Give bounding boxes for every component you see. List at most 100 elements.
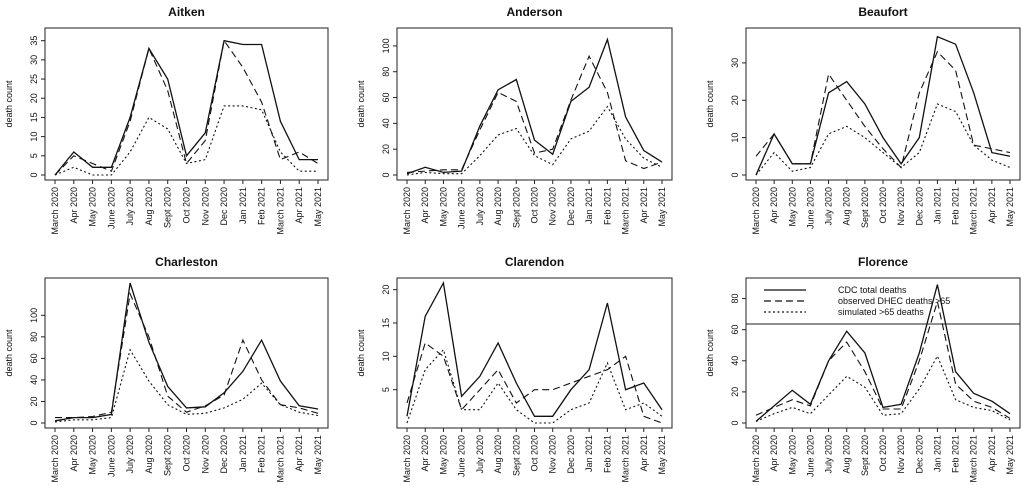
x-tick-label: Oct 2020: [878, 187, 888, 224]
y-axis-label: death count: [705, 329, 715, 377]
x-tick-label: May 2021: [1005, 435, 1015, 475]
x-tick-label: Apr 2021: [639, 187, 649, 224]
x-tick-label: March 2020: [402, 435, 412, 483]
legend-label: observed DHEC deaths >65: [838, 296, 950, 306]
x-tick-label: July 2020: [824, 435, 834, 474]
x-tick-label: July 2020: [824, 187, 834, 226]
x-tick-label: March 2021: [621, 187, 631, 235]
x-tick-label: May 2020: [787, 187, 797, 227]
y-tick-label: 30: [29, 55, 39, 65]
y-tick-label: 60: [381, 93, 391, 103]
x-tick-label: Jan 2021: [238, 187, 248, 224]
y-tick-label: 20: [29, 93, 39, 103]
series-line-observed-dhec-deaths-65: [55, 291, 319, 419]
x-tick-label: Feb 2021: [257, 435, 267, 473]
x-tick-label: Feb 2021: [257, 187, 267, 225]
x-tick-label: Aug 2020: [144, 187, 154, 226]
x-tick-label: March 2020: [402, 187, 412, 235]
x-tick-label: Jan 2021: [584, 187, 594, 224]
x-tick-label: May 2021: [1005, 187, 1015, 227]
series-line-cdc-total-deaths: [54, 39, 318, 176]
y-tick-label: 80: [381, 67, 391, 77]
panel-anderson: Anderson death count 0 20 40 60 80 100 March 202…: [356, 5, 673, 235]
x-tick-label: Feb 2021: [951, 187, 961, 225]
series-line-cdc-total-deaths: [406, 37, 663, 175]
x-tick-label: July 2020: [125, 435, 135, 474]
x-tick-label: Nov 2020: [896, 187, 906, 226]
y-tick-label: 100: [29, 308, 39, 323]
x-tick-label: Oct 2020: [530, 435, 540, 472]
x-tick-label: March 2020: [751, 435, 761, 483]
series-line-simulated-65-deaths: [755, 103, 1011, 176]
y-tick-label: 20: [381, 144, 391, 154]
y-tick-label: 20: [730, 387, 740, 397]
y-tick-label: 30: [730, 58, 740, 68]
x-tick-label: March 2020: [751, 187, 761, 235]
x-tick-label: May 2020: [787, 435, 797, 475]
y-axis-label: death count: [4, 80, 14, 128]
x-tick-label: Jan 2021: [932, 435, 942, 472]
y-axis-label: death count: [705, 80, 715, 128]
x-tick-label: Nov 2020: [200, 435, 210, 474]
y-tick-label: 20: [730, 95, 740, 105]
series-line-observed-dhec-deaths-65: [755, 50, 1011, 169]
x-tick-label: Dec 2020: [566, 187, 576, 226]
panel-florence: Florence death count 0 20 40 60 80 March 2020 Ap…: [705, 255, 1021, 483]
x-tick-label: March 2021: [969, 187, 979, 235]
y-tick-label: 40: [730, 356, 740, 366]
x-tick-label: Sept 2020: [511, 435, 521, 476]
series-line-simulated-65-deaths: [54, 348, 319, 423]
x-tick-label: June 2020: [106, 435, 116, 477]
x-tick-label: Feb 2021: [602, 435, 612, 473]
series-line-cdc-total-deaths: [54, 282, 319, 422]
y-tick-label: 100: [381, 38, 391, 53]
x-tick-label: July 2020: [125, 187, 135, 226]
x-tick-label: July 2020: [475, 187, 485, 226]
legend-label: simulated >65 deaths: [838, 307, 924, 317]
y-tick-label: 10: [29, 132, 39, 142]
x-tick-label: May 2021: [313, 435, 323, 475]
y-tick-label: 5: [29, 153, 39, 158]
y-tick-label: 10: [381, 351, 391, 361]
series-line-simulated-65-deaths: [755, 354, 1011, 422]
x-tick-label: May 2020: [438, 187, 448, 227]
panel-title: Beaufort: [858, 5, 907, 19]
x-tick-label: Oct 2020: [182, 187, 192, 224]
x-tick-label: Apr 2021: [987, 187, 997, 224]
series-line-cdc-total-deaths: [755, 35, 1011, 176]
x-tick-label: Dec 2020: [914, 435, 924, 474]
panel-charleston: Charleston death count 0 20 40 60 80 100 March 2…: [4, 255, 329, 483]
x-tick-label: Apr 2020: [420, 187, 430, 224]
x-tick-label: Feb 2021: [951, 435, 961, 473]
x-tick-label: May 2021: [657, 435, 667, 475]
x-tick-label: Oct 2020: [878, 435, 888, 472]
x-tick-label: June 2020: [805, 435, 815, 477]
x-tick-label: June 2020: [457, 435, 467, 477]
y-axis-label: death count: [356, 80, 366, 128]
x-tick-label: Nov 2020: [200, 187, 210, 226]
x-tick-label: May 2021: [313, 187, 323, 227]
x-tick-label: Apr 2020: [769, 435, 779, 472]
panel-title: Aitken: [168, 5, 205, 19]
x-tick-label: Aug 2020: [493, 435, 503, 474]
x-tick-label: Oct 2020: [530, 187, 540, 224]
legend-label: CDC total deaths: [838, 285, 907, 295]
x-tick-label: May 2020: [438, 435, 448, 475]
panel-clarendon: Clarendon death count 5 10 15 20 March 2020 Apr…: [356, 255, 673, 483]
x-tick-label: Dec 2020: [566, 435, 576, 474]
x-tick-label: May 2020: [88, 187, 98, 227]
x-tick-label: Sept 2020: [511, 187, 521, 228]
x-tick-label: June 2020: [106, 187, 116, 229]
x-tick-label: March 2021: [969, 435, 979, 483]
series-line-observed-dhec-deaths-65: [406, 342, 663, 424]
y-tick-label: 20: [381, 285, 391, 295]
x-tick-label: Nov 2020: [548, 435, 558, 474]
x-tick-label: Aug 2020: [493, 187, 503, 226]
series-line-simulated-65-deaths: [406, 348, 663, 424]
x-tick-label: Apr 2020: [769, 187, 779, 224]
x-tick-label: Aug 2020: [842, 435, 852, 474]
y-tick-label: 0: [381, 172, 391, 177]
y-tick-label: 80: [29, 332, 39, 342]
